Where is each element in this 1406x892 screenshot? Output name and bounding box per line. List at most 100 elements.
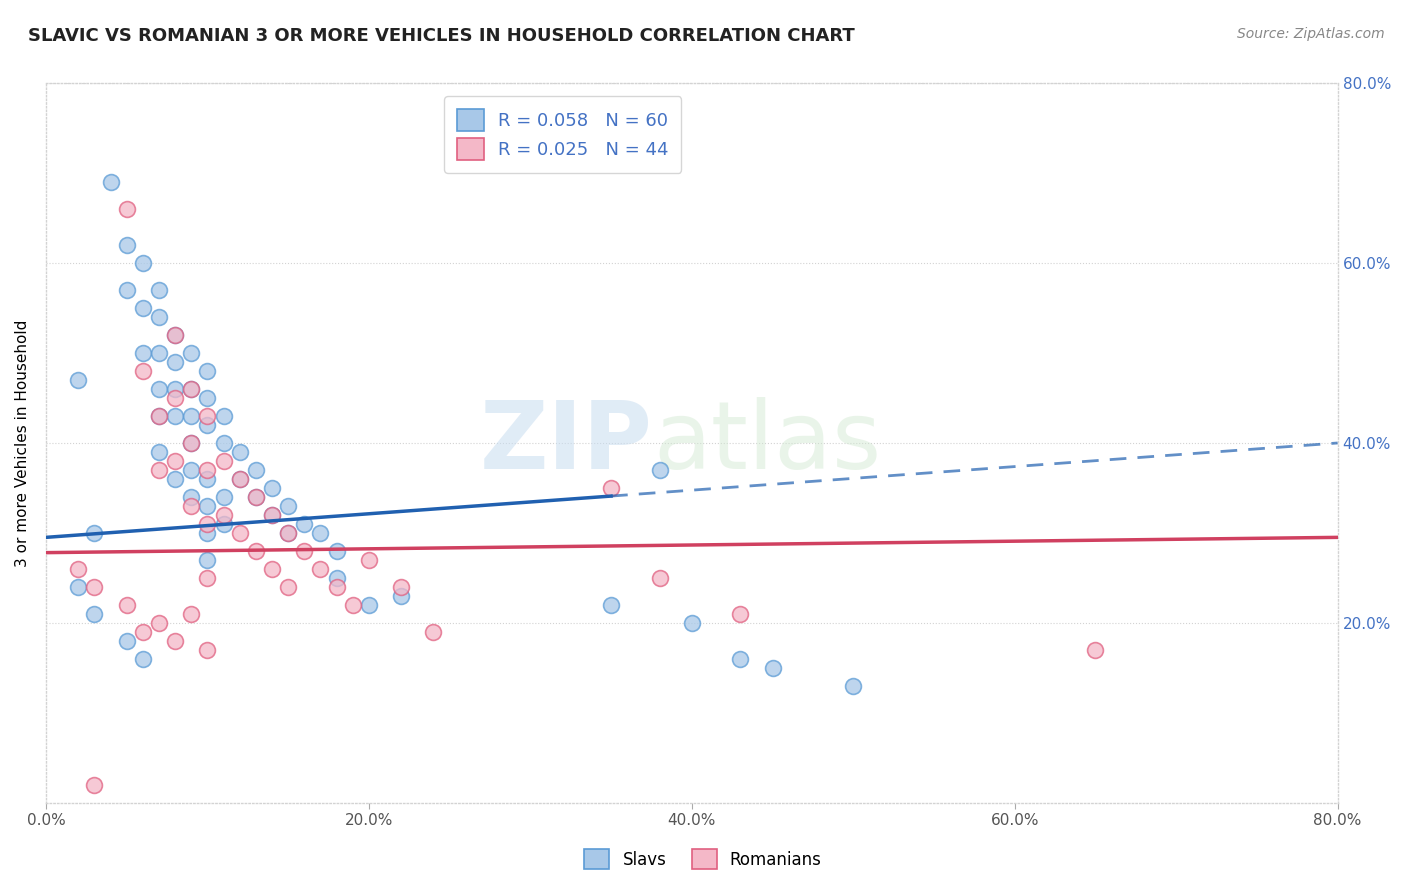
Point — [180, 499, 202, 513]
Point — [422, 624, 444, 639]
Point — [132, 346, 155, 360]
Point — [197, 409, 219, 423]
Point — [67, 562, 90, 576]
Point — [325, 544, 347, 558]
Point — [165, 382, 187, 396]
Point — [389, 580, 412, 594]
Point — [212, 436, 235, 450]
Point — [148, 310, 170, 325]
Point — [148, 463, 170, 477]
Point — [165, 355, 187, 369]
Point — [115, 202, 138, 217]
Point — [197, 525, 219, 540]
Point — [83, 580, 105, 594]
Point — [148, 283, 170, 297]
Point — [67, 373, 90, 387]
Point — [228, 472, 250, 486]
Point — [197, 499, 219, 513]
Point — [212, 516, 235, 531]
Point — [165, 472, 187, 486]
Point — [148, 409, 170, 423]
Point — [212, 454, 235, 468]
Point — [357, 553, 380, 567]
Point — [600, 481, 623, 495]
Point — [115, 598, 138, 612]
Point — [197, 472, 219, 486]
Point — [148, 409, 170, 423]
Y-axis label: 3 or more Vehicles in Household: 3 or more Vehicles in Household — [15, 319, 30, 566]
Point — [260, 481, 283, 495]
Point — [148, 445, 170, 459]
Point — [245, 490, 267, 504]
Point — [197, 391, 219, 405]
Point — [648, 463, 671, 477]
Point — [67, 580, 90, 594]
Point — [180, 436, 202, 450]
Point — [180, 463, 202, 477]
Point — [260, 562, 283, 576]
Point — [148, 382, 170, 396]
Point — [132, 364, 155, 378]
Text: atlas: atlas — [652, 397, 882, 489]
Text: Source: ZipAtlas.com: Source: ZipAtlas.com — [1237, 27, 1385, 41]
Point — [292, 544, 315, 558]
Point — [197, 553, 219, 567]
Point — [228, 472, 250, 486]
Point — [165, 633, 187, 648]
Point — [228, 445, 250, 459]
Point — [325, 571, 347, 585]
Point — [197, 463, 219, 477]
Point — [277, 525, 299, 540]
Point — [325, 580, 347, 594]
Point — [165, 454, 187, 468]
Point — [245, 463, 267, 477]
Point — [132, 256, 155, 270]
Point — [389, 589, 412, 603]
Point — [132, 624, 155, 639]
Text: ZIP: ZIP — [481, 397, 652, 489]
Point — [342, 598, 364, 612]
Point — [292, 516, 315, 531]
Point — [148, 615, 170, 630]
Legend: R = 0.058   N = 60, R = 0.025   N = 44: R = 0.058 N = 60, R = 0.025 N = 44 — [444, 96, 682, 173]
Point — [180, 382, 202, 396]
Legend: Slavs, Romanians: Slavs, Romanians — [574, 838, 832, 880]
Point — [277, 525, 299, 540]
Point — [148, 346, 170, 360]
Point — [245, 544, 267, 558]
Point — [132, 651, 155, 665]
Point — [1084, 642, 1107, 657]
Point — [180, 409, 202, 423]
Point — [83, 525, 105, 540]
Point — [212, 490, 235, 504]
Point — [648, 571, 671, 585]
Point — [728, 651, 751, 665]
Point — [83, 607, 105, 621]
Point — [132, 301, 155, 315]
Point — [165, 409, 187, 423]
Point — [100, 175, 122, 189]
Point — [260, 508, 283, 522]
Point — [728, 607, 751, 621]
Point — [309, 562, 332, 576]
Text: SLAVIC VS ROMANIAN 3 OR MORE VEHICLES IN HOUSEHOLD CORRELATION CHART: SLAVIC VS ROMANIAN 3 OR MORE VEHICLES IN… — [28, 27, 855, 45]
Point — [83, 778, 105, 792]
Point — [212, 409, 235, 423]
Point — [180, 490, 202, 504]
Point — [180, 346, 202, 360]
Point — [197, 642, 219, 657]
Point — [600, 598, 623, 612]
Point — [260, 508, 283, 522]
Point — [180, 436, 202, 450]
Point — [277, 499, 299, 513]
Point — [681, 615, 703, 630]
Point — [115, 633, 138, 648]
Point — [180, 382, 202, 396]
Point — [180, 607, 202, 621]
Point — [309, 525, 332, 540]
Point — [197, 364, 219, 378]
Point — [212, 508, 235, 522]
Point — [842, 679, 865, 693]
Point — [197, 417, 219, 432]
Point — [165, 391, 187, 405]
